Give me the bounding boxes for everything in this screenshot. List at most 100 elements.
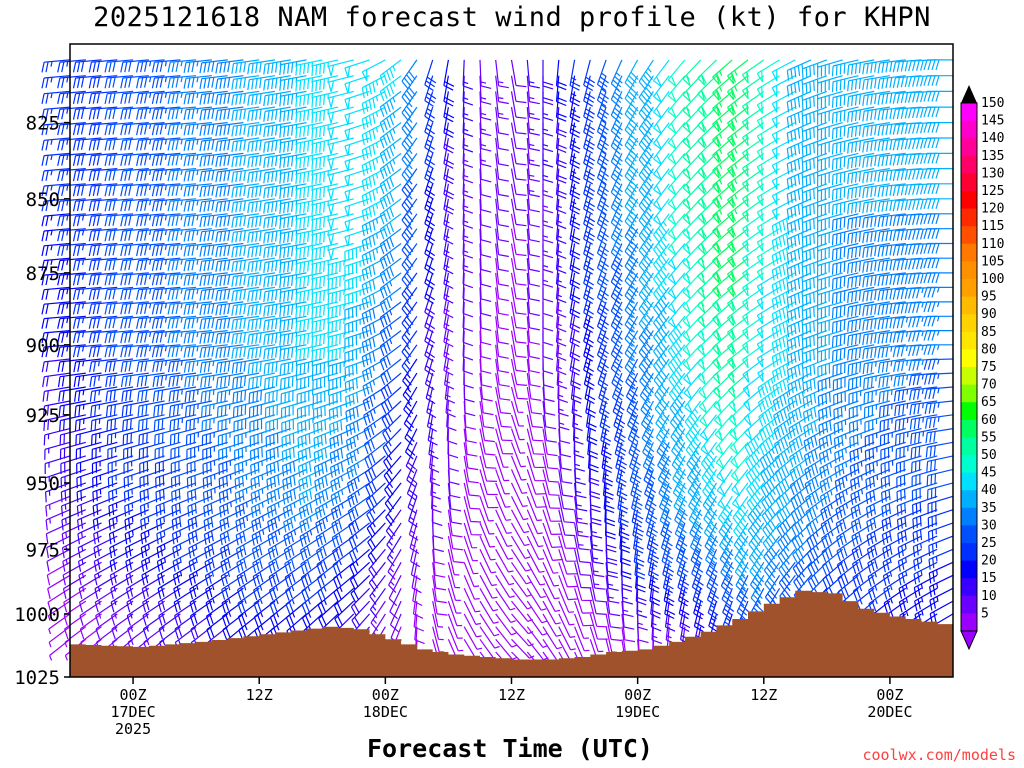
wind-barb [401,91,418,122]
wind-barb [877,257,906,272]
wind-barb [526,455,546,482]
wind-barb [640,386,654,418]
wind-barb [380,358,402,386]
wind-barb [778,548,796,579]
wind-barb [344,358,370,379]
wind-barb [332,535,355,562]
wind-barb [717,495,733,527]
colorbar-frame [960,102,978,632]
wind-barb [925,428,954,444]
wind-barb [462,243,474,274]
wind-barb [862,152,890,168]
wind-barb [495,344,509,374]
y-tick-label: 850 [26,189,60,211]
wind-barb [614,428,627,460]
wind-barb [183,75,212,89]
wind-barb [495,287,509,316]
wind-barb [41,168,71,182]
wind-barb [47,574,71,599]
wind-barb [661,535,674,568]
wind-barb [79,600,102,626]
wind-barb [283,509,307,533]
wind-barb [123,441,149,460]
wind-barb [263,198,291,214]
wind-barb [831,301,859,319]
wind-barb [817,59,843,78]
wind-barb [328,90,354,108]
colorbar-label: 90 [981,307,997,322]
wind-barb [624,272,639,304]
wind-barb [802,400,828,423]
wind-barb [463,588,481,613]
wind-barb [831,137,859,155]
wind-barb [231,90,260,106]
wind-barb [892,330,922,343]
wind-barb [88,152,118,167]
wind-barb [801,315,828,336]
wind-barb [122,414,149,431]
wind-barb [892,90,922,104]
wind-barb [185,428,213,446]
wind-barb [46,561,71,586]
colorbar-label: 55 [981,430,997,445]
wind-barb [495,59,509,89]
wind-barb [447,482,462,512]
wind-barb [892,242,922,256]
wind-barb [923,198,953,209]
wind-barb [187,522,213,545]
wind-barb [298,482,323,506]
wind-barb [831,59,859,77]
wind-barb [526,442,545,469]
wind-barb [311,242,339,260]
x-tick-label: 12Z [750,686,777,704]
wind-barb [248,386,276,404]
wind-barb [72,198,102,212]
x-tick-label: 00Z [876,686,903,704]
wind-barb [463,600,482,625]
wind-barb [526,91,540,121]
wind-barb [558,482,574,511]
wind-barb [697,59,717,86]
wind-barb [151,90,181,105]
wind-barb [624,213,639,245]
wind-barb [299,509,323,533]
wind-barb [913,561,938,585]
wind-barb [281,441,307,463]
wind-barb [295,122,323,139]
wind-barb [388,575,402,607]
wind-barb [596,330,609,362]
wind-barb [757,386,780,413]
wind-barb [495,243,509,272]
y-tick-label: 825 [26,113,60,135]
wind-barb [267,535,292,560]
wind-barb [401,75,418,106]
wind-barb [156,548,181,572]
wind-barb [881,522,906,545]
wind-barb [847,358,875,376]
wind-barb [389,588,402,620]
wind-barb [923,228,953,239]
wind-barb [92,468,118,489]
wind-barb [574,535,591,564]
wind-barb [231,183,260,198]
colorbar-swatch [961,402,977,421]
wind-barb [877,183,906,198]
wind-barb [786,183,812,205]
wind-barb [700,428,717,456]
wind-barb [558,442,572,471]
wind-barb [88,137,118,151]
wind-barb [624,330,639,362]
wind-barb [688,496,703,528]
wind-barb [865,495,891,518]
wind-barb [268,561,292,587]
colorbar-swatch [961,296,977,315]
wind-barb [877,106,906,121]
wind-barb [569,59,581,91]
wind-barb [772,358,796,382]
wind-barb [923,106,953,118]
colorbar-swatch [961,384,977,403]
wind-barb [616,469,628,501]
wind-barb [613,400,626,433]
source-credit: coolwx.com/models [862,746,1016,764]
wind-barb [218,455,244,476]
